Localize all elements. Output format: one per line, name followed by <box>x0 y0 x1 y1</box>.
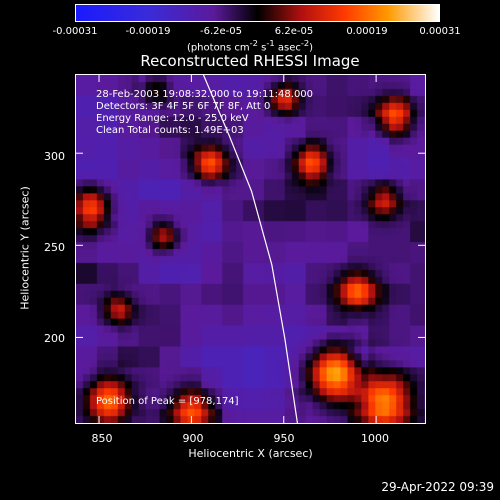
x-axis-label: Heliocentric X (arcsec) <box>188 447 313 460</box>
annotation-detectors: Detectors: 3F 4F 5F 6F 7F 8F, Att 0 <box>96 101 271 112</box>
x-tick-label: 850 <box>91 432 113 445</box>
x-tick-label: 1000 <box>361 432 389 445</box>
timestamp: 29-Apr-2022 09:39 <box>381 480 494 494</box>
annotation-clean: Clean Total counts: 1.49E+03 <box>96 125 244 136</box>
heatmap-image <box>76 75 425 423</box>
y-tick-label: 200 <box>44 332 65 345</box>
chart-title: Reconstructed RHESSI Image <box>140 52 360 70</box>
colorbar-tick: -0.00031 <box>52 26 98 37</box>
x-tick-label: 950 <box>273 432 295 445</box>
colorbar-gradient <box>76 5 439 21</box>
colorbar-tick: 0.00031 <box>419 26 461 37</box>
colorbar <box>75 4 440 22</box>
colorbar-tick: -6.2e-05 <box>200 26 242 37</box>
solar-limb-line <box>202 75 299 423</box>
y-tick-label: 300 <box>44 150 65 163</box>
plot-area: 28-Feb-2003 19:08:32.000 to 19:11:48.000… <box>75 74 426 424</box>
colorbar-tick: 6.2e-05 <box>274 26 314 37</box>
y-tick-label: 250 <box>44 241 65 254</box>
plot-overlay <box>202 75 299 423</box>
colorbar-tick: 0.00019 <box>346 26 388 37</box>
annotation-energy: Energy Range: 12.0 - 25.0 keV <box>96 113 249 124</box>
annotation-peak: Position of Peak = [978,174] <box>96 396 239 407</box>
y-axis-label: Heliocentric Y (arcsec) <box>18 186 32 310</box>
colorbar-units: (photons cm-2 s-1 asec-2) <box>186 38 314 54</box>
colorbar-tick: -0.00019 <box>125 26 171 37</box>
x-tick-label: 900 <box>182 432 204 445</box>
annotation-time: 28-Feb-2003 19:08:32.000 to 19:11:48.000 <box>96 89 314 100</box>
